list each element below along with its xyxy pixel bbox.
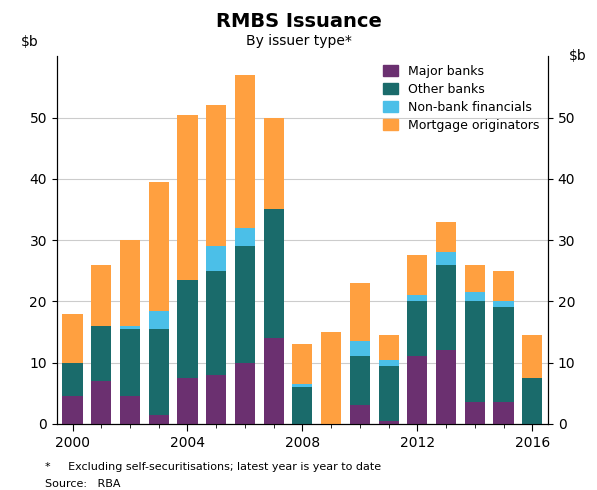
Bar bbox=[293, 344, 312, 384]
Y-axis label: $b: $b bbox=[21, 35, 39, 49]
Bar bbox=[378, 360, 399, 366]
Text: *     Excluding self-securitisations; latest year is year to date: * Excluding self-securitisations; latest… bbox=[45, 462, 381, 471]
Y-axis label: $b: $b bbox=[569, 49, 586, 63]
Bar bbox=[235, 363, 255, 424]
Bar bbox=[293, 384, 312, 387]
Bar bbox=[436, 222, 456, 252]
Bar bbox=[464, 292, 485, 301]
Bar bbox=[407, 295, 427, 301]
Bar bbox=[149, 311, 169, 329]
Bar bbox=[91, 265, 111, 326]
Legend: Major banks, Other banks, Non-bank financials, Mortgage originators: Major banks, Other banks, Non-bank finan… bbox=[378, 60, 544, 137]
Bar bbox=[321, 332, 341, 424]
Bar bbox=[120, 329, 140, 396]
Bar bbox=[464, 402, 485, 424]
Bar bbox=[436, 350, 456, 424]
Bar bbox=[378, 366, 399, 421]
Bar bbox=[522, 335, 542, 378]
Text: By issuer type*: By issuer type* bbox=[245, 34, 352, 49]
Bar bbox=[264, 338, 284, 424]
Bar bbox=[293, 387, 312, 424]
Bar bbox=[464, 265, 485, 292]
Text: RMBS Issuance: RMBS Issuance bbox=[216, 12, 381, 31]
Bar bbox=[120, 326, 140, 329]
Bar bbox=[264, 210, 284, 338]
Bar bbox=[120, 240, 140, 326]
Bar bbox=[149, 182, 169, 311]
Bar bbox=[522, 378, 542, 424]
Bar bbox=[464, 301, 485, 402]
Bar bbox=[494, 301, 513, 308]
Bar bbox=[63, 363, 82, 396]
Bar bbox=[63, 396, 82, 424]
Bar bbox=[206, 105, 226, 246]
Bar bbox=[494, 402, 513, 424]
Bar bbox=[350, 406, 370, 424]
Bar bbox=[177, 115, 198, 280]
Bar bbox=[350, 341, 370, 357]
Bar bbox=[235, 246, 255, 363]
Bar bbox=[206, 375, 226, 424]
Bar bbox=[63, 314, 82, 363]
Bar bbox=[177, 280, 198, 378]
Bar bbox=[235, 228, 255, 246]
Bar bbox=[264, 118, 284, 210]
Bar bbox=[350, 357, 370, 406]
Bar bbox=[177, 378, 198, 424]
Bar bbox=[407, 357, 427, 424]
Bar bbox=[407, 255, 427, 295]
Bar bbox=[235, 75, 255, 228]
Bar bbox=[436, 265, 456, 350]
Bar bbox=[494, 308, 513, 402]
Bar bbox=[206, 246, 226, 270]
Bar bbox=[407, 301, 427, 357]
Bar bbox=[206, 270, 226, 375]
Text: Source:   RBA: Source: RBA bbox=[45, 479, 120, 489]
Bar bbox=[91, 326, 111, 381]
Bar bbox=[350, 283, 370, 341]
Bar bbox=[378, 335, 399, 360]
Bar bbox=[494, 270, 513, 301]
Bar bbox=[120, 396, 140, 424]
Bar bbox=[149, 415, 169, 424]
Bar bbox=[91, 381, 111, 424]
Bar bbox=[378, 421, 399, 424]
Bar bbox=[149, 329, 169, 415]
Bar bbox=[436, 252, 456, 265]
